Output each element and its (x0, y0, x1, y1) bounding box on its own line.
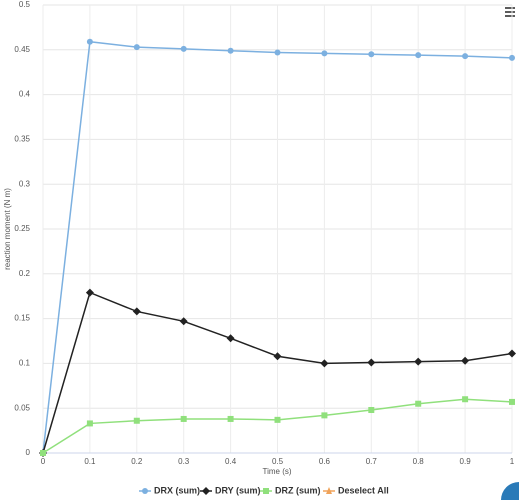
x-tick-label: 1 (510, 457, 515, 466)
y-tick-label: 0.15 (14, 314, 30, 323)
x-tick-label: 0.8 (413, 457, 425, 466)
point (508, 349, 516, 358)
point (368, 51, 375, 58)
point (180, 45, 187, 52)
legend-item[interactable]: DRX (sum) (139, 485, 200, 495)
y-tick-label: 0.35 (14, 135, 30, 144)
point (274, 49, 281, 56)
point (415, 52, 422, 59)
y-tick-label: 0.25 (14, 224, 30, 233)
point (85, 288, 94, 297)
point (202, 487, 210, 495)
x-axis-title: Time (s) (262, 467, 291, 476)
y-tick-label: 0.2 (19, 269, 31, 278)
point (321, 50, 328, 57)
legend-label: DRY (sum) (215, 485, 261, 495)
point (86, 420, 93, 427)
legend-action[interactable]: Deselect All (323, 485, 389, 495)
point (462, 53, 469, 60)
y-tick-label: 0.5 (19, 0, 31, 9)
y-tick-label: 0.4 (19, 90, 31, 99)
point (226, 334, 235, 343)
point (179, 317, 188, 326)
legend-label: DRX (sum) (154, 485, 200, 495)
point (132, 307, 141, 316)
point (227, 415, 234, 422)
legend-item[interactable]: DRY (sum) (200, 485, 261, 495)
x-tick-label: 0.2 (131, 457, 143, 466)
point (320, 359, 329, 368)
point (86, 38, 93, 45)
point (415, 400, 422, 407)
legend-symbol (326, 487, 332, 494)
x-tick-label: 0.5 (272, 457, 284, 466)
x-tick-label: 0.7 (366, 457, 378, 466)
point (227, 47, 234, 54)
menu-icon[interactable] (505, 7, 515, 17)
point (368, 406, 375, 413)
point (133, 44, 140, 51)
point (274, 416, 281, 423)
x-tick-label: 0.1 (84, 457, 96, 466)
point (509, 398, 515, 405)
point (40, 450, 46, 456)
legend-label: DRZ (sum) (275, 485, 321, 495)
legend-item[interactable]: DRZ (sum) (260, 485, 321, 495)
x-tick-label: 0.4 (225, 457, 237, 466)
corner-button[interactable] (501, 482, 519, 500)
point (263, 488, 269, 494)
x-tick-label: 0.9 (460, 457, 472, 466)
point (133, 417, 140, 424)
y-tick-label: 0 (26, 448, 31, 457)
y-tick-label: 0.05 (14, 403, 30, 412)
x-tick-label: 0.6 (319, 457, 331, 466)
point (414, 357, 423, 366)
point (367, 358, 376, 367)
x-tick-label: 0 (41, 457, 46, 466)
y-tick-label: 0.1 (19, 359, 31, 368)
y-tick-label: 0.45 (14, 45, 30, 54)
point (462, 396, 469, 403)
point (461, 356, 470, 365)
point (509, 54, 515, 61)
y-tick-label: 0.3 (19, 179, 31, 188)
x-tick-label: 0.3 (178, 457, 190, 466)
point (180, 415, 187, 422)
point (273, 352, 282, 361)
legend-label: Deselect All (338, 485, 389, 495)
point (321, 412, 328, 419)
y-axis-title: reaction moment (N m) (3, 188, 12, 270)
point (142, 488, 148, 494)
